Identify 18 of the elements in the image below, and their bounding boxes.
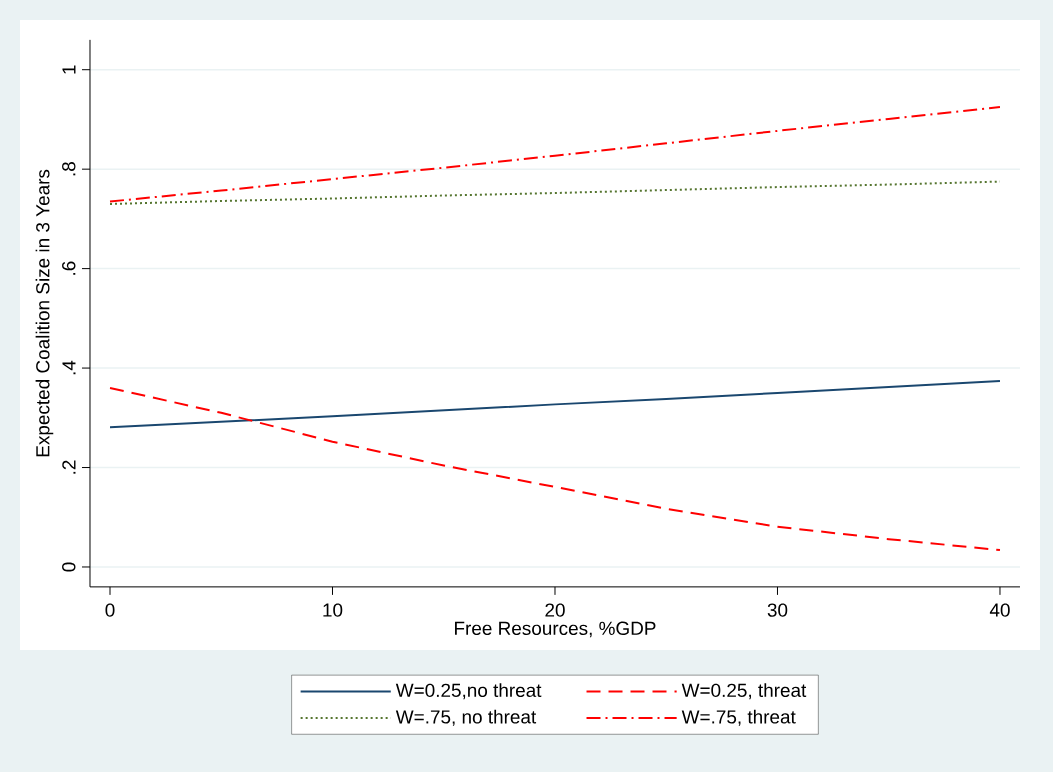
x-tick-label: 0 [105,603,115,617]
legend-label: W=0.25, threat [681,683,807,700]
x-tick-label: 40 [989,603,1010,617]
y-tick-label: .4 [62,360,76,375]
line-series [109,386,1001,552]
x-tick-label: 20 [545,603,565,617]
legend-label: W=.75, no threat [395,709,537,726]
y-tick-label: .6 [62,261,76,275]
y-tick-label: 1 [62,65,76,74]
y-tick-label: .2 [62,460,76,474]
legend-label: W=0.25,no threat [395,683,542,700]
y-axis-title: Expected Coalition Size in 3 Years [35,169,54,457]
y-tick-label: 0 [62,562,76,572]
x-axis-title: Free Resources, %GDP [455,621,656,638]
x-tick-label: 30 [767,603,788,617]
x-tick-label: 10 [323,603,343,617]
legend-label: W=.75, threat [681,709,796,726]
y-tick-label: .8 [62,162,76,176]
